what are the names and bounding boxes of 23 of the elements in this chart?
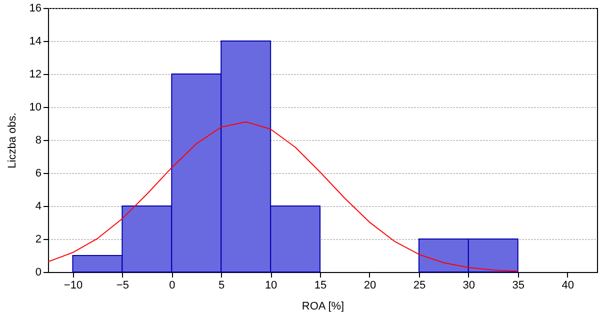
x-tick-label: 25 [413, 280, 426, 292]
x-tick-label: −10 [64, 280, 83, 292]
x-tick-label: −5 [116, 280, 129, 292]
x-tick-label: 5 [218, 280, 225, 292]
y-axis-title: Liczba obs. [6, 112, 18, 168]
y-tick-label: 8 [35, 134, 42, 146]
line-series [48, 121, 518, 272]
x-tick-label: 15 [314, 280, 327, 292]
y-tick-label: 16 [29, 2, 42, 14]
x-tick-label: 10 [264, 280, 278, 292]
y-tick-label: 0 [35, 266, 42, 278]
x-tick-label: 40 [562, 280, 574, 292]
y-tick-label: 10 [29, 102, 42, 114]
x-tick-label: 20 [364, 280, 376, 292]
y-tick-label: 4 [35, 200, 42, 212]
y-tick-label: 14 [29, 36, 42, 48]
y-tick-label: 12 [29, 68, 42, 80]
x-tick-label: 30 [462, 280, 476, 292]
y-tick-label: 6 [35, 168, 42, 180]
y-tick-label: 2 [35, 234, 42, 246]
x-tick-label: 0 [169, 280, 176, 292]
x-axis-title: ROA [%] [302, 300, 344, 312]
x-tick-label: 35 [512, 280, 524, 292]
